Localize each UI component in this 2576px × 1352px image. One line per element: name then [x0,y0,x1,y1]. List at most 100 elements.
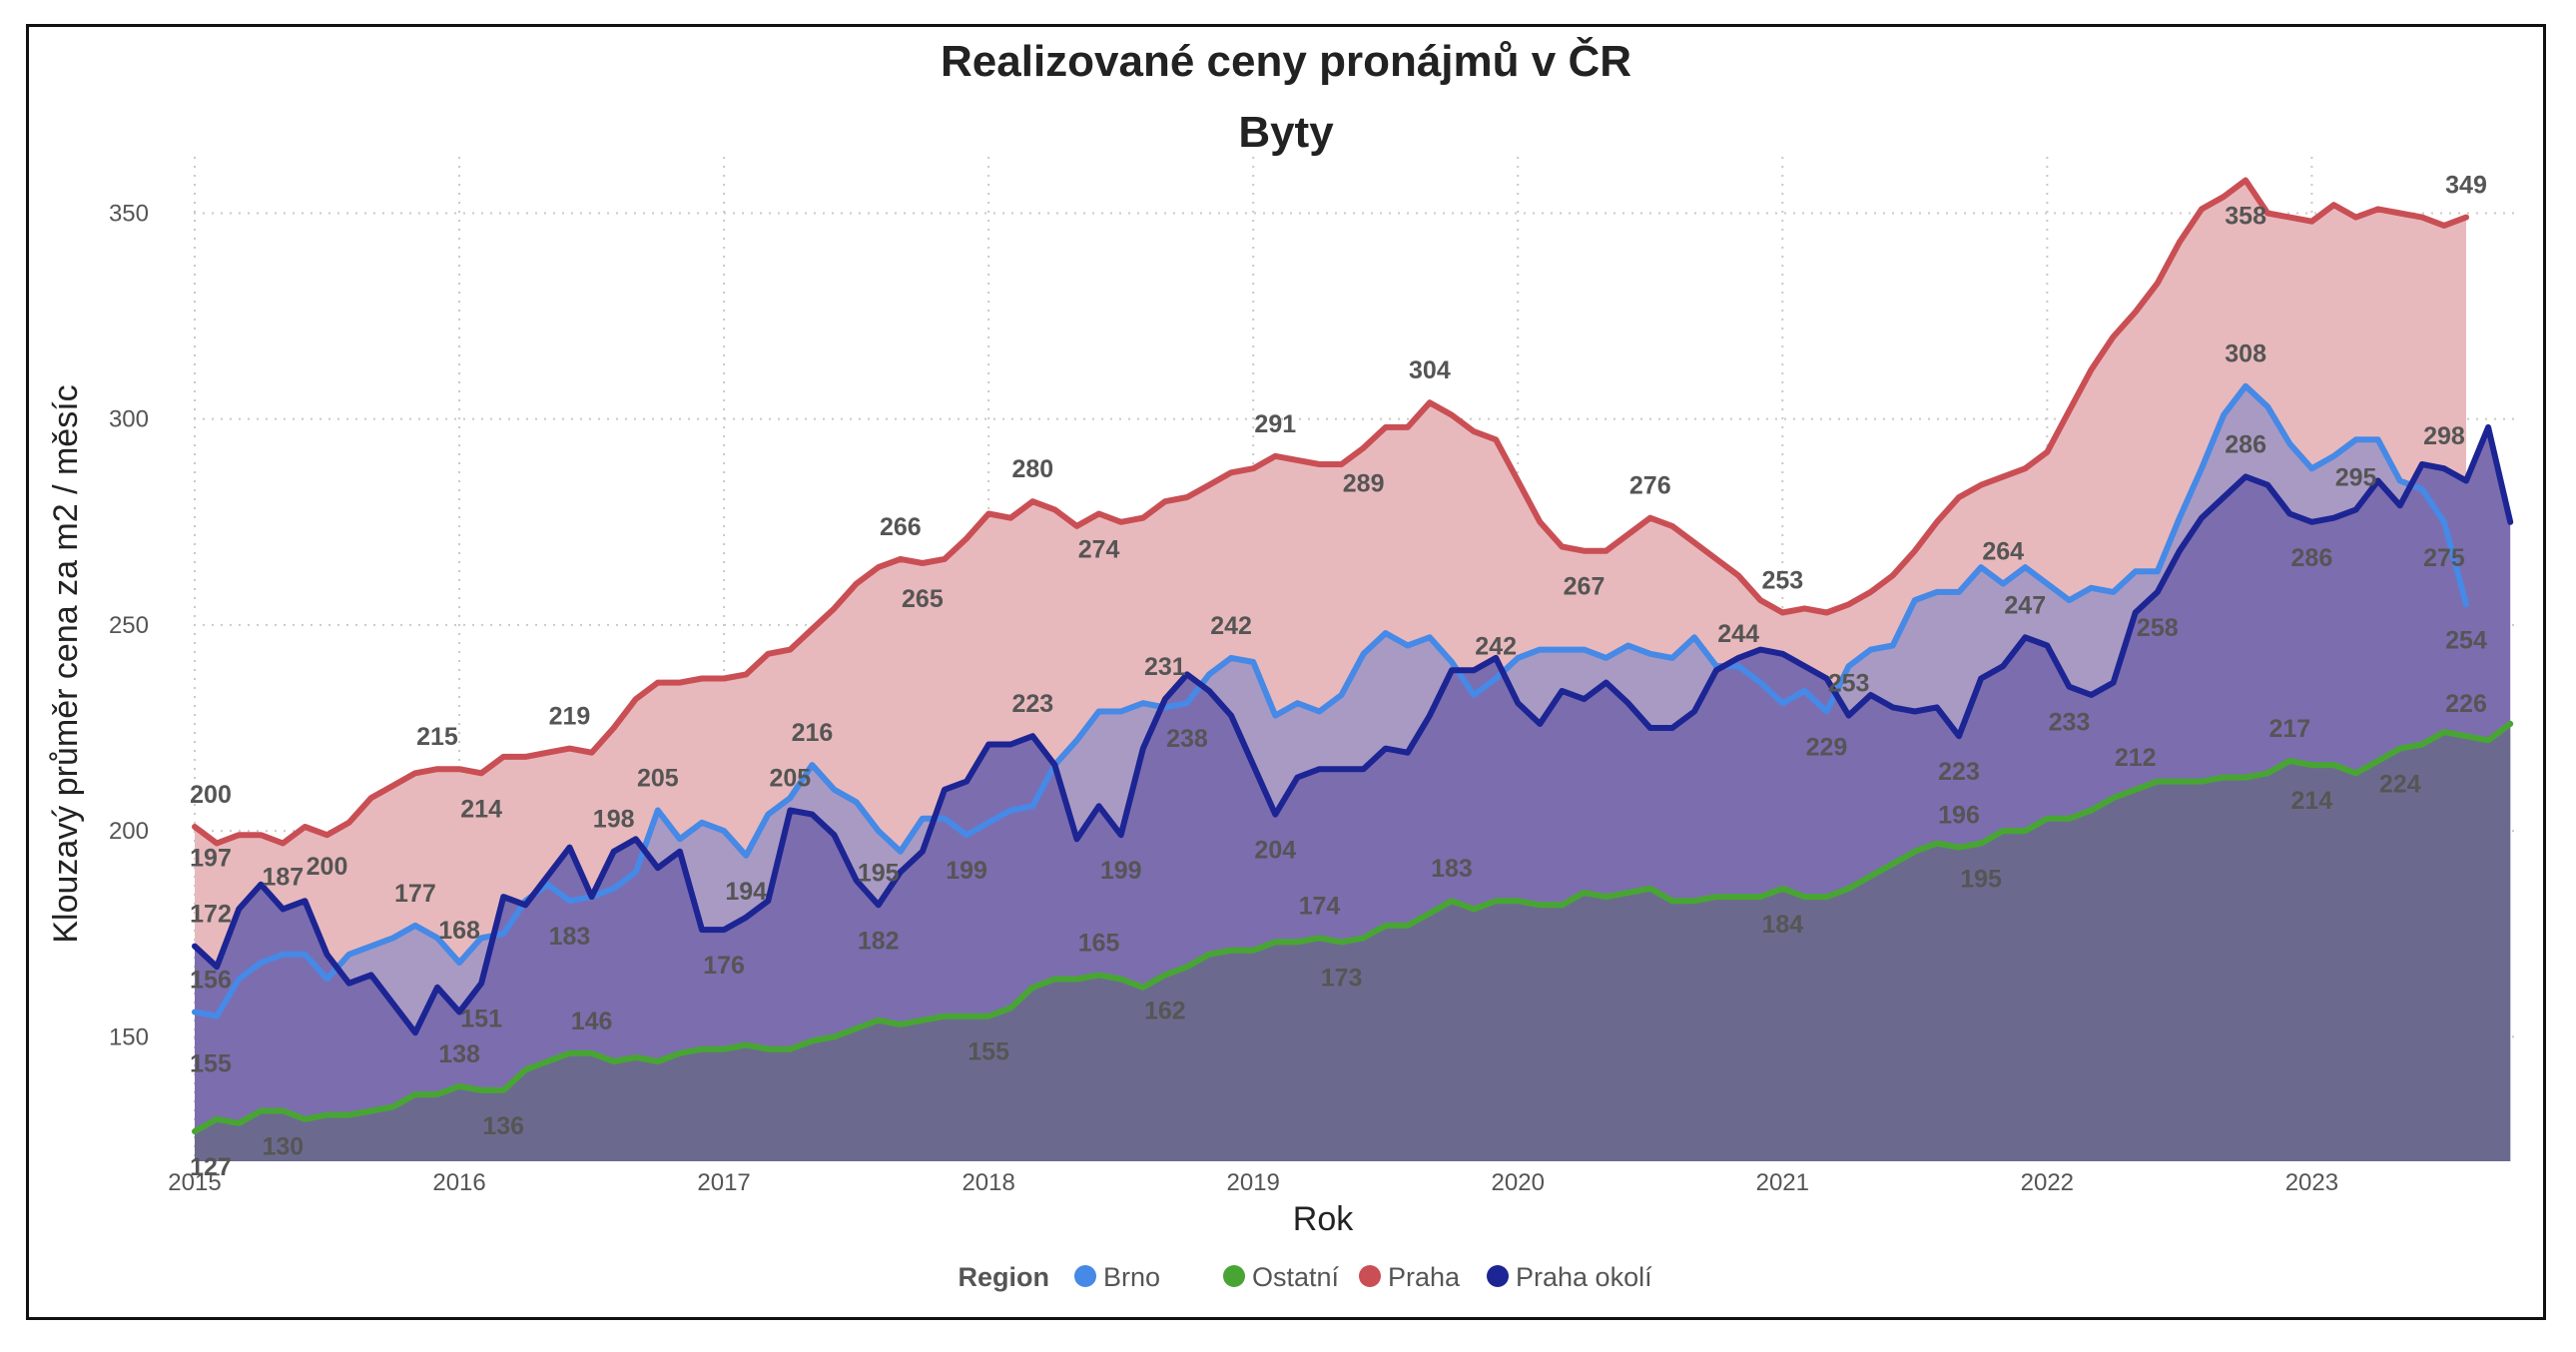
x-tick-label: 2018 [962,1169,1014,1196]
data-labels: 200 215 214 219 266 265 280 274 291 289 304 267 276 2… [190,172,2487,1182]
data-label-praha: 280 [1011,455,1053,483]
data-label-brno: 177 [394,880,436,908]
data-label-praha-okoli: 200 [307,853,348,881]
data-label-praha-okoli: 258 [2137,614,2179,642]
y-axis-label: Klouzavý průměr cena za m2 / měsíc [47,384,85,943]
data-label-praha-okoli: 253 [1828,670,1870,698]
data-label-praha-okoli: 195 [858,859,900,887]
x-tick-label: 2023 [2285,1169,2338,1196]
x-axis-ticks: 2015 2016 2017 2018 2019 2020 2021 2022 2023 [168,1169,2338,1196]
data-label-praha: 200 [190,781,232,809]
data-label-ostatni: 226 [2445,690,2487,718]
data-label-brno: 254 [2445,626,2487,654]
data-label-brno: 183 [549,923,591,951]
data-label-praha-okoli: 295 [2335,463,2377,491]
y-tick-label: 300 [109,406,149,433]
data-label-brno: 308 [2225,340,2266,368]
data-label-praha-okoli: 231 [1144,653,1186,681]
data-label-brno: 168 [438,917,480,945]
data-label-praha: 289 [1343,470,1385,498]
data-label-ostatni: 214 [2291,787,2333,815]
data-label-brno: 229 [1806,733,1848,761]
legend-marker-praha [1359,1265,1381,1287]
data-label-praha: 304 [1409,356,1451,384]
line-praha-okoli [192,423,2514,1036]
data-label-ostatni: 138 [438,1040,480,1068]
data-label-ostatni: 165 [1078,929,1120,957]
data-label-ostatni: 146 [571,1008,613,1035]
x-tick-label: 2021 [1756,1169,1809,1196]
data-label-praha: 291 [1254,410,1296,438]
x-tick-label: 2022 [2021,1169,2074,1196]
data-label-praha-okoli: 223 [1011,690,1053,718]
legend-label-brno: Brno [1103,1262,1160,1292]
data-label-ostatni: 136 [482,1112,524,1140]
data-label-praha-okoli: 205 [770,764,812,792]
x-tick-label: 2017 [697,1169,750,1196]
legend-label-praha: Praha [1388,1262,1461,1292]
line-brno [192,382,2469,1019]
data-label-ostatni: 130 [262,1133,304,1161]
y-tick-label: 200 [109,818,149,845]
data-label-ostatni: 195 [1960,865,2002,893]
line-ostatni [192,720,2514,1135]
x-tick-label: 2019 [1227,1169,1280,1196]
data-label-ostatni: 196 [1938,802,1980,830]
y-tick-label: 150 [109,1023,149,1050]
data-label-ostatni: 224 [2379,771,2421,799]
data-label-ostatni: 173 [1321,964,1363,992]
y-tick-label: 250 [109,612,149,639]
data-label-brno: 199 [946,857,987,885]
series-lines [192,177,2514,1135]
data-label-ostatni: 174 [1299,892,1341,920]
data-label-praha-okoli: 187 [262,863,304,891]
data-label-praha-okoli: 233 [2049,709,2091,737]
data-label-praha: 253 [1761,567,1803,595]
data-label-praha: 265 [902,585,944,613]
x-tick-label: 2020 [1492,1169,1545,1196]
data-label-brno: 155 [190,1050,232,1078]
legend-marker-brno [1074,1265,1096,1287]
data-label-praha-okoli: 182 [858,927,900,955]
data-label-brno: 205 [637,764,679,792]
data-label-praha-okoli: 286 [2225,430,2266,458]
y-axis-ticks: 150 200 250 300 350 [109,200,149,1050]
data-label-praha: 214 [460,795,502,823]
data-label-ostatni: 155 [967,1038,1009,1066]
x-tick-label: 2016 [432,1169,485,1196]
data-label-brno: 242 [1475,632,1517,660]
data-label-praha-okoli: 204 [1254,837,1296,865]
data-label-brno: 216 [792,719,834,747]
data-label-praha-okoli: 286 [2291,544,2333,572]
data-label-praha-okoli: 151 [460,1006,502,1033]
legend-marker-ostatni [1223,1265,1245,1287]
data-label-brno: 194 [725,878,767,906]
data-label-brno: 264 [1982,538,2024,566]
data-label-brno: 238 [1166,725,1208,753]
data-label-praha: 215 [416,723,458,751]
chart-frame: Realizované ceny pronájmů v ČR Byty 200 2… [26,24,2546,1320]
data-label-ostatni: 183 [1431,855,1473,883]
legend: Region Brno Ostatní Praha Praha okolí [959,1262,1653,1292]
chart-title: Realizované ceny pronájmů v ČR [941,35,1631,86]
data-label-ostatni: 184 [1761,911,1803,939]
data-label-praha-okoli: 176 [703,952,745,980]
data-label-brno: 156 [190,967,232,995]
data-label-ostatni: 212 [2115,744,2157,772]
data-label-praha: 266 [880,513,922,541]
x-tick-label: 2015 [168,1169,221,1196]
data-label-brno: 242 [1210,612,1252,640]
data-label-praha: 219 [549,703,591,731]
data-label-praha-okoli: 223 [1938,758,1980,786]
x-axis-label: Rok [1293,1200,1354,1238]
data-label-praha: 358 [2225,202,2266,230]
data-label-praha-okoli: 298 [2423,422,2465,450]
line-praha [192,177,2469,847]
data-label-praha: 276 [1629,472,1671,500]
chart-svg: Realizované ceny pronájmů v ČR Byty 2002… [47,35,2515,1292]
data-label-praha-okoli: 197 [190,845,232,873]
data-label-ostatni: 127 [190,1153,232,1181]
data-label-praha-okoli: 198 [593,806,635,834]
data-label-praha-okoli: 199 [1100,857,1142,885]
data-label-praha: 349 [2445,172,2487,200]
